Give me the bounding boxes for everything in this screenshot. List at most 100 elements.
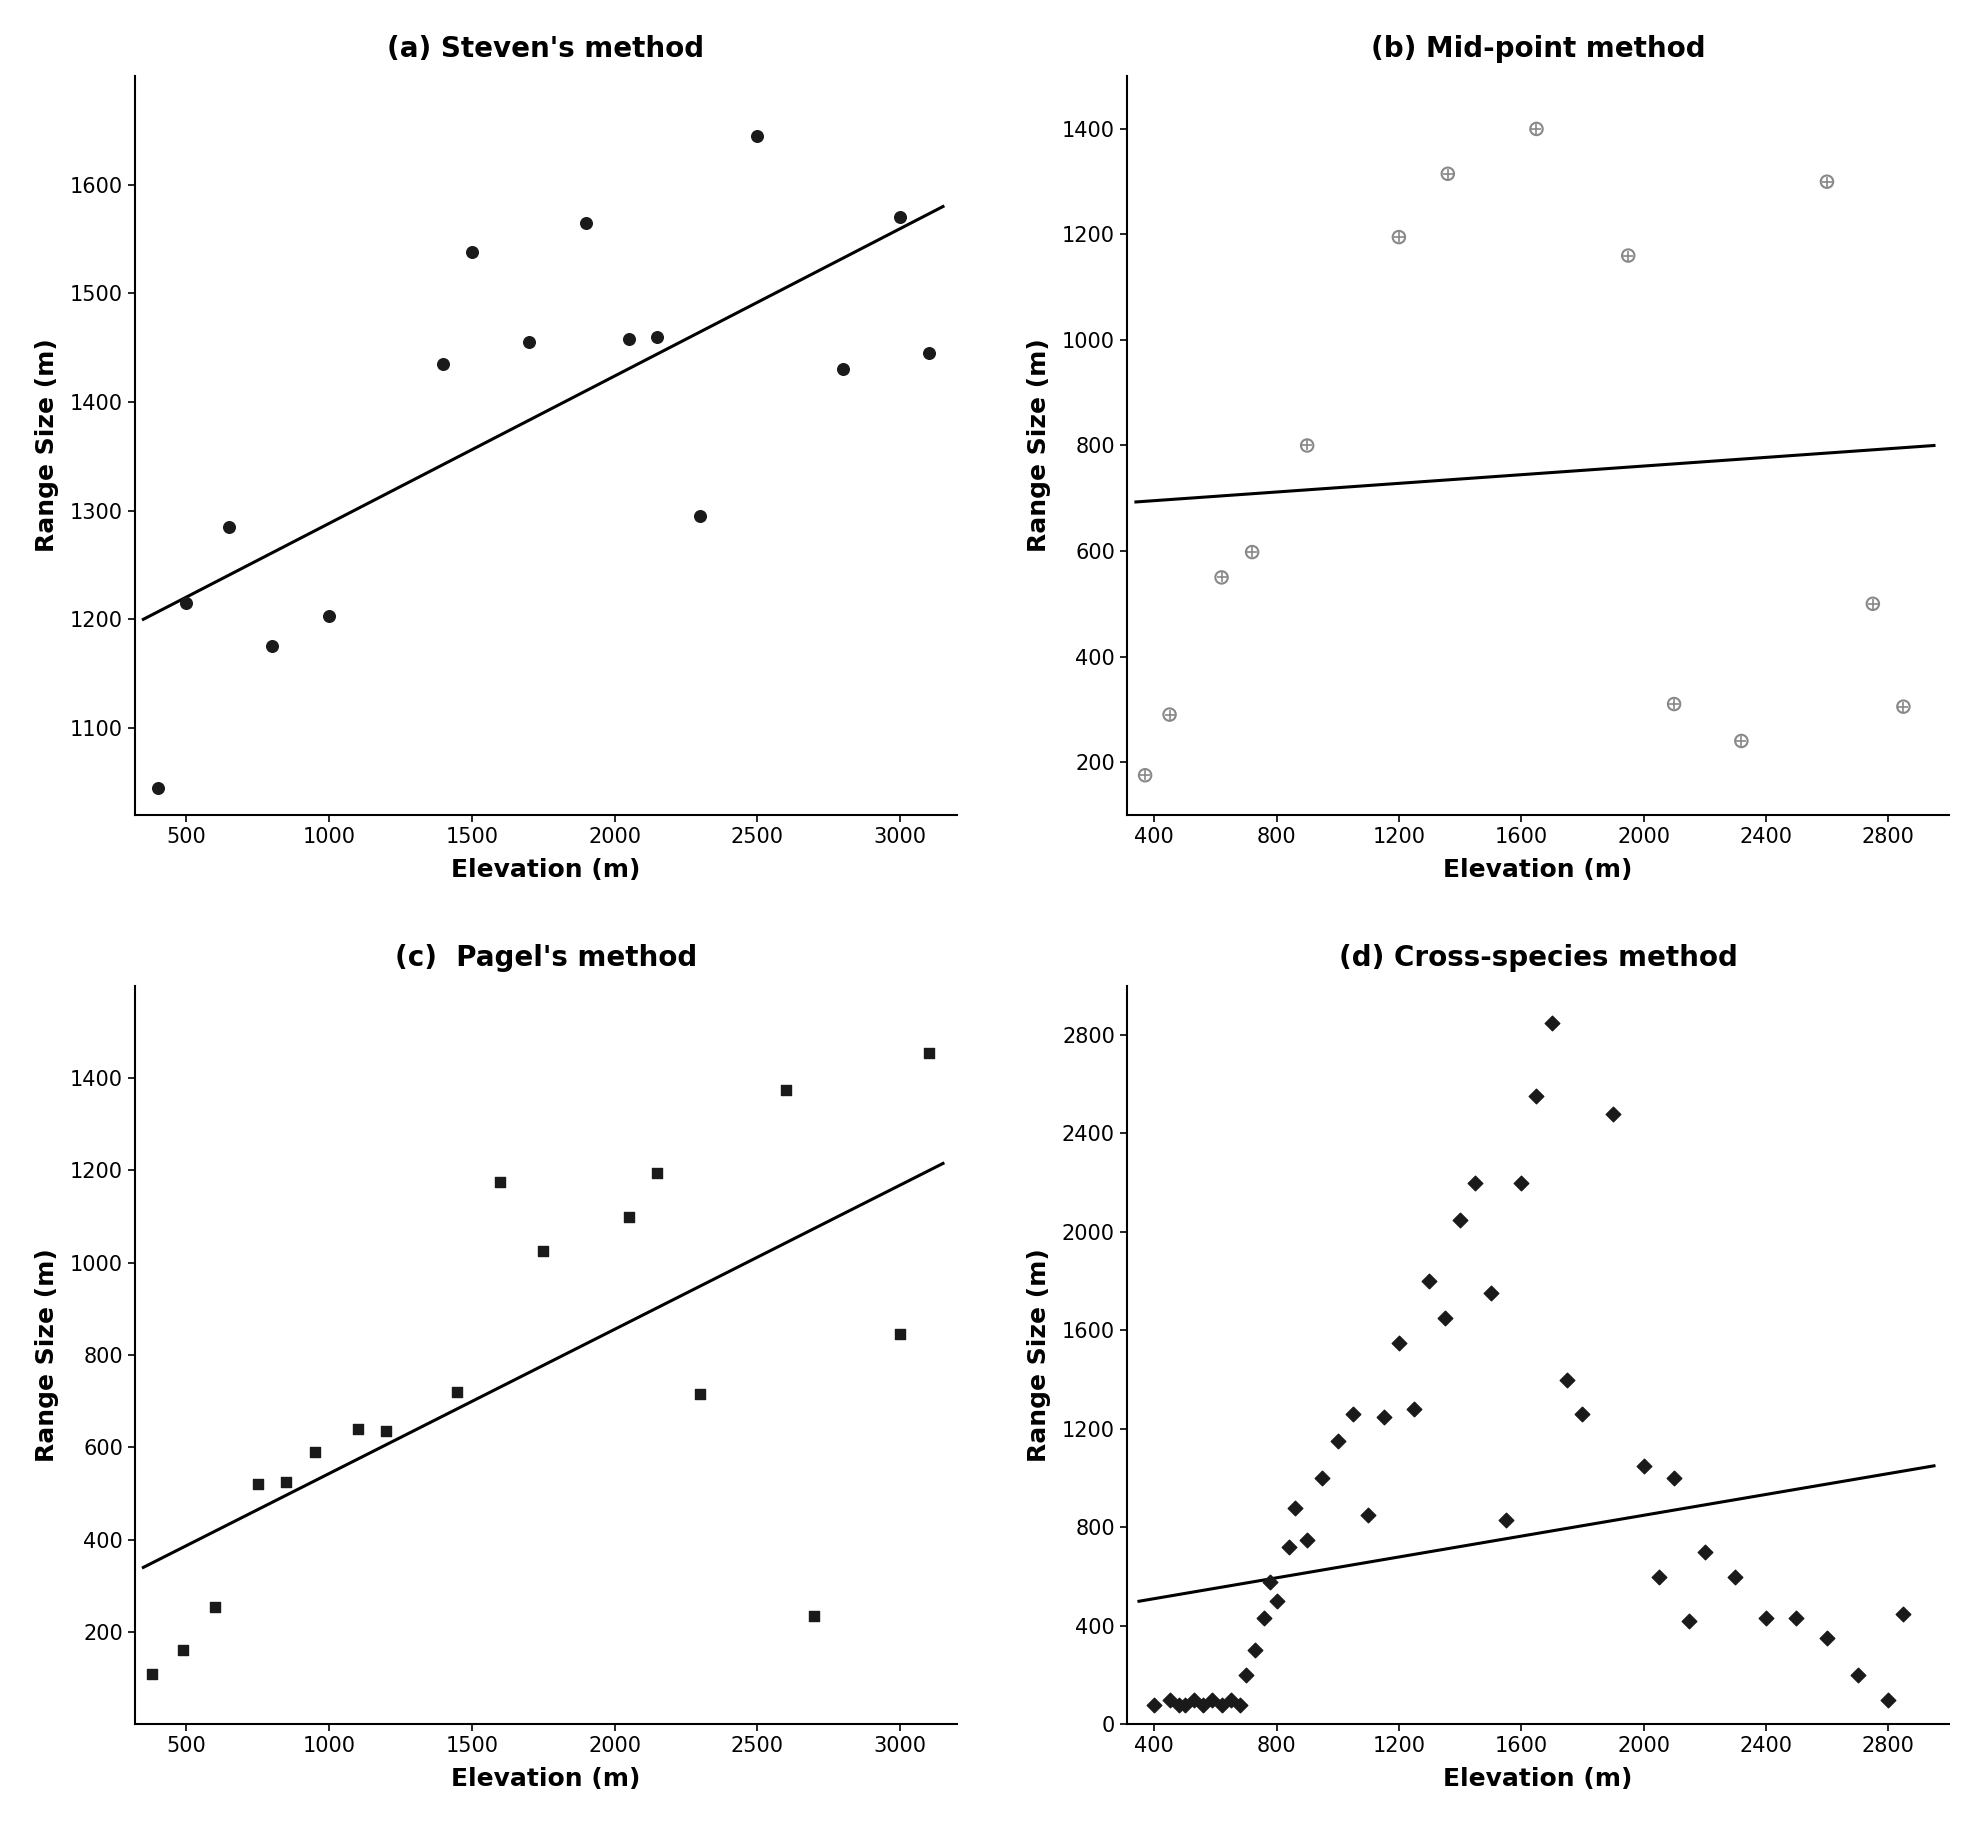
Point (913, 338, 944, 367)
Point (742, 121, 774, 150)
Y-axis label: Range Size (m): Range Size (m) (1028, 338, 1052, 553)
Point (1399, 1395, 1430, 1424)
Point (1169, 1691, 1200, 1720)
Point (1178, 1685, 1210, 1715)
Point (313, 601, 345, 630)
Point (1321, 1426, 1353, 1455)
Point (528, 1236, 559, 1265)
Point (1659, 690, 1690, 719)
Point (1726, 727, 1758, 756)
Point (1551, 1366, 1583, 1395)
Point (1444, 1205, 1476, 1234)
Point (1139, 1691, 1171, 1720)
X-axis label: Elevation (m): Elevation (m) (450, 858, 641, 882)
Point (885, 203, 917, 232)
Point (137, 1660, 169, 1689)
Point (1873, 1685, 1905, 1715)
Point (1129, 761, 1161, 791)
Point (256, 632, 288, 661)
Point (1214, 1685, 1246, 1715)
Point (1627, 1452, 1659, 1481)
Point (1129, 761, 1161, 791)
Point (913, 1037, 944, 1066)
Point (1857, 590, 1889, 619)
X-axis label: Elevation (m): Elevation (m) (1442, 858, 1633, 882)
Point (1206, 562, 1238, 592)
Point (1415, 1267, 1446, 1296)
X-axis label: Elevation (m): Elevation (m) (450, 1768, 641, 1791)
Point (569, 208, 601, 237)
Point (1274, 1532, 1305, 1561)
Point (1432, 159, 1464, 188)
Point (641, 1158, 673, 1187)
Point (1857, 590, 1889, 619)
Point (827, 354, 859, 383)
Point (1673, 1607, 1704, 1636)
Point (1163, 1691, 1194, 1720)
Point (1887, 692, 1919, 721)
Point (1750, 1603, 1782, 1632)
Title: (d) Cross-species method: (d) Cross-species method (1339, 944, 1738, 971)
Point (1196, 1685, 1228, 1715)
Point (1811, 168, 1843, 197)
Point (1811, 1623, 1843, 1653)
Point (1367, 1402, 1399, 1432)
Point (684, 502, 716, 531)
Point (1613, 241, 1645, 270)
Point (1248, 1603, 1280, 1632)
Point (1432, 159, 1464, 188)
Point (1155, 1685, 1186, 1715)
Point (613, 1202, 645, 1231)
Point (1520, 1081, 1551, 1110)
Point (1536, 1008, 1567, 1037)
Point (171, 588, 202, 617)
Point (1254, 1567, 1286, 1596)
Point (212, 513, 244, 542)
Point (1506, 1169, 1538, 1198)
Point (1307, 1463, 1339, 1492)
Point (1811, 168, 1843, 197)
Point (641, 321, 673, 351)
Point (1236, 537, 1268, 566)
Point (1520, 115, 1551, 144)
Point (1292, 431, 1323, 460)
Point (1383, 223, 1415, 252)
Point (1613, 241, 1645, 270)
Point (1206, 1691, 1238, 1720)
Point (1224, 1691, 1256, 1720)
Point (198, 1592, 230, 1621)
Point (371, 1417, 403, 1446)
Point (141, 772, 173, 802)
Point (770, 1076, 802, 1105)
Y-axis label: Range Size (m): Range Size (m) (36, 1249, 60, 1463)
Point (270, 1468, 302, 1497)
Point (1230, 1660, 1262, 1689)
Point (1567, 1399, 1599, 1428)
Point (341, 1415, 373, 1444)
Point (456, 237, 488, 267)
Title: (c)  Pagel's method: (c) Pagel's method (395, 944, 696, 971)
Point (427, 349, 458, 378)
Point (1240, 1636, 1272, 1665)
Point (1280, 1494, 1311, 1523)
Point (1474, 1278, 1506, 1307)
Y-axis label: Range Size (m): Range Size (m) (1028, 1249, 1052, 1463)
Point (1460, 1169, 1492, 1198)
Point (1155, 699, 1186, 729)
Point (1383, 1328, 1415, 1357)
Point (1490, 1505, 1522, 1534)
Point (1155, 699, 1186, 729)
Point (1520, 115, 1551, 144)
Point (1688, 1537, 1720, 1567)
Point (484, 1167, 516, 1196)
Point (300, 1437, 331, 1466)
X-axis label: Elevation (m): Elevation (m) (1442, 1768, 1633, 1791)
Point (1659, 1463, 1690, 1492)
Point (800, 1601, 831, 1631)
Point (1353, 1501, 1385, 1530)
Point (1659, 690, 1690, 719)
Point (1292, 431, 1323, 460)
Title: (a) Steven's method: (a) Steven's method (387, 35, 704, 62)
Point (1292, 1525, 1323, 1554)
Point (1597, 1099, 1629, 1128)
